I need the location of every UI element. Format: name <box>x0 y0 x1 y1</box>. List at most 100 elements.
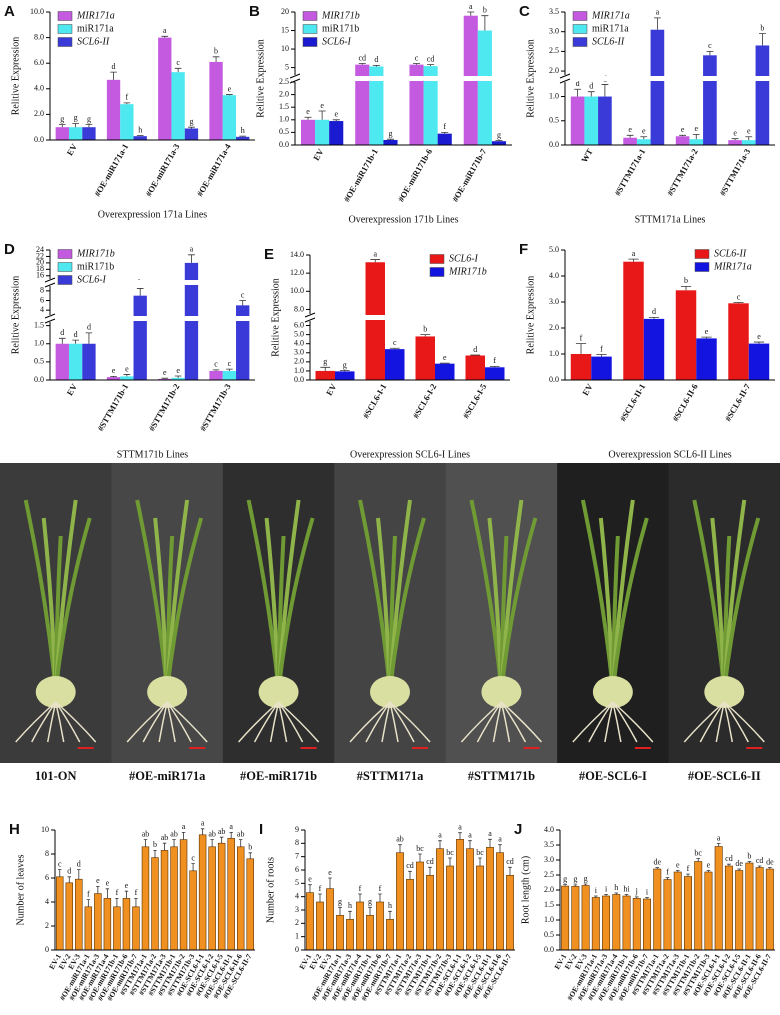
y-tick-label: 1.0 <box>34 339 44 348</box>
error-bar <box>174 67 182 73</box>
significance-letter: e <box>125 364 129 373</box>
root <box>492 701 503 743</box>
error-bar <box>248 852 252 859</box>
root <box>612 701 622 743</box>
error-bar <box>412 63 421 65</box>
bar <box>75 878 83 951</box>
significance-letter: e <box>733 129 737 138</box>
significance-letter: b <box>483 6 487 15</box>
error-bar <box>733 302 744 304</box>
error-bar <box>467 11 475 16</box>
bar <box>728 140 742 145</box>
photo-label: 101-ON <box>35 769 77 783</box>
bar <box>383 139 398 145</box>
y-axis-label: Number of leaves <box>15 854 26 925</box>
bar <box>366 915 374 951</box>
y-tick-label: 2 <box>45 921 49 930</box>
x-tick-label: EV <box>64 381 79 397</box>
legend-label: SCL6-II <box>714 248 747 259</box>
y-tick-label: 6.0 <box>294 320 304 329</box>
significance-letter: c <box>191 853 195 862</box>
y-tick-label: 10 <box>41 825 49 834</box>
y-tick-label: 3.0 <box>294 348 304 357</box>
bar <box>675 290 697 380</box>
x-tick-label: #STTM171b-1 <box>95 382 130 433</box>
x-tick-label: #STTM171a-1 <box>612 147 647 197</box>
error-bar <box>706 50 714 56</box>
panel-label: F <box>519 241 528 258</box>
bar <box>456 839 464 951</box>
error-bar <box>488 838 492 848</box>
bulb <box>147 676 188 708</box>
significance-letter: cd <box>358 53 366 62</box>
significance-letter: ab <box>208 829 216 838</box>
significance-letter: bc <box>446 848 454 857</box>
y-tick-label: 5.0 <box>294 329 304 338</box>
bar <box>675 136 690 145</box>
bar <box>485 367 505 380</box>
significance-letter: g <box>573 875 577 884</box>
error-bar <box>358 63 366 65</box>
root <box>55 701 97 743</box>
significance-letter: c <box>176 58 180 67</box>
significance-letter: d <box>374 55 378 64</box>
legend-swatch <box>57 24 73 34</box>
error-bar <box>136 288 144 296</box>
error-bar <box>181 832 186 840</box>
error-bar <box>675 870 680 872</box>
significance-letter: de <box>653 857 661 866</box>
bar <box>170 846 178 951</box>
y-tick-label: 6.0 <box>34 58 44 67</box>
bar <box>748 343 770 380</box>
bar <box>198 834 207 951</box>
y-axis-label: Relitive Expression <box>10 37 21 116</box>
error-bar <box>210 839 214 847</box>
y-axis-label: Relitive Expression <box>525 39 536 118</box>
y-tick-label: 8 <box>45 849 49 858</box>
root <box>715 701 726 743</box>
significance-letter: bc <box>416 844 424 853</box>
y-tick-label: 1.0 <box>544 915 554 924</box>
bar <box>222 370 237 380</box>
x-tick-label: #OE-miR171b-7 <box>450 146 489 203</box>
significance-letter: ab <box>218 827 226 836</box>
bar <box>133 295 147 380</box>
bar <box>755 45 770 145</box>
bulb <box>35 676 76 708</box>
significance-letter: f <box>87 889 90 898</box>
significance-letter: a <box>632 249 636 258</box>
y-tick-label: 3 <box>295 905 299 914</box>
bar <box>326 888 334 951</box>
bar <box>591 897 600 951</box>
bar <box>355 64 370 145</box>
root <box>612 701 654 743</box>
bar <box>315 119 330 145</box>
y-tick-label: 3.0 <box>549 27 559 36</box>
significance-letter: g <box>563 874 567 883</box>
error-bar <box>692 133 700 140</box>
significance-letter: e <box>163 368 167 377</box>
error-bar <box>308 884 312 893</box>
error-bar <box>134 898 138 907</box>
bar <box>106 377 121 380</box>
panel-label: D <box>4 241 15 258</box>
y-axis-label: Relitive Expression <box>270 278 281 357</box>
error-bar <box>143 839 148 847</box>
bar <box>570 354 592 380</box>
significance-letter: a <box>163 26 167 35</box>
y-tick-label: 8 <box>40 286 44 295</box>
y-tick-label: 18 <box>36 264 44 273</box>
error-bar <box>596 354 607 357</box>
error-bar <box>58 124 66 128</box>
significance-letter: g <box>74 113 78 122</box>
y-tick-label: 20 <box>281 7 289 16</box>
significance-letter: b <box>248 843 252 852</box>
significance-letter: f <box>135 888 138 897</box>
root <box>572 701 614 743</box>
significance-letter: g <box>323 357 327 366</box>
bar <box>598 96 612 145</box>
y-tick-label: 2.0 <box>549 323 559 332</box>
significance-letter: cd <box>506 857 514 866</box>
significance-letter: e <box>443 353 447 362</box>
